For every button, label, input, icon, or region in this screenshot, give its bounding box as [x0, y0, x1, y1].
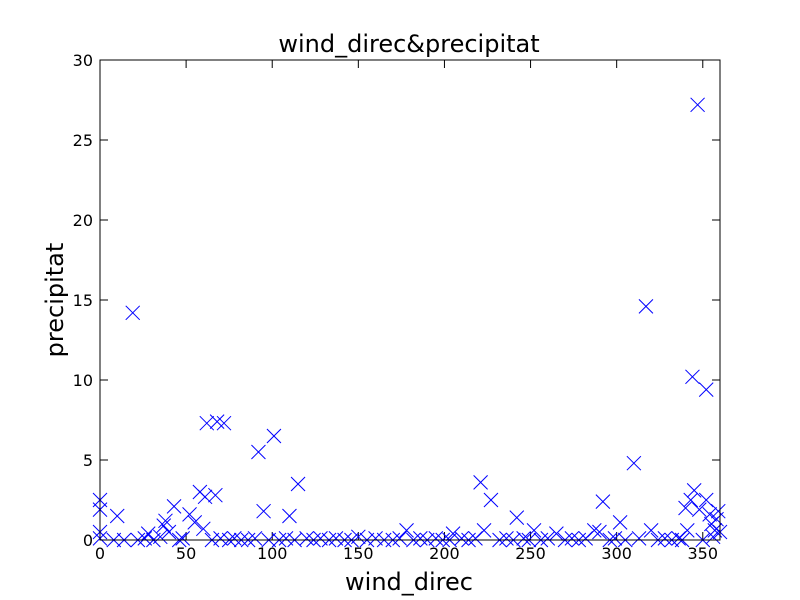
data-point [197, 489, 213, 505]
data-point [702, 507, 718, 522]
data-point [290, 476, 306, 492]
data-point [256, 503, 271, 519]
data-point [698, 382, 714, 397]
data-point [710, 503, 726, 519]
data-point [638, 299, 654, 314]
y-tick-label: 15 [73, 291, 93, 310]
data-point [350, 529, 366, 545]
data-point [678, 500, 693, 516]
data-point [698, 492, 714, 508]
data-point [251, 444, 266, 460]
data-point [182, 507, 197, 522]
data-point [299, 531, 315, 546]
x-tick-label: 150 [343, 544, 374, 563]
data-point [526, 523, 542, 538]
data-point [266, 428, 282, 444]
data-point [626, 455, 642, 471]
data-point [468, 531, 483, 546]
data-point [595, 494, 611, 509]
data-point [328, 531, 344, 546]
data-point [671, 531, 687, 546]
data-point [705, 529, 721, 545]
data-point [152, 529, 168, 545]
data-point [564, 531, 580, 546]
x-tick-label: 250 [515, 544, 546, 563]
data-point [540, 531, 556, 546]
data-point [516, 531, 532, 546]
data-point [473, 475, 488, 490]
data-point [368, 531, 383, 546]
data-point [657, 531, 673, 546]
data-point [125, 305, 141, 321]
data-point [592, 524, 607, 540]
data-point [454, 531, 470, 546]
data-point [278, 531, 294, 546]
x-axis-label: wind_direc [345, 568, 473, 596]
data-point [208, 487, 223, 503]
chart-title: wind_direc&precipitat [278, 30, 539, 58]
y-axis-label: precipitat [41, 243, 69, 358]
data-point [392, 531, 408, 546]
data-point [509, 510, 525, 525]
y-tick-label: 0 [83, 531, 93, 550]
x-tick-label: 300 [601, 544, 632, 563]
data-point [109, 508, 125, 524]
data-point [685, 369, 700, 385]
data-point [209, 414, 225, 429]
x-tick-label: 50 [176, 544, 196, 563]
data-point [683, 492, 699, 508]
data-point [140, 526, 156, 541]
data-point [399, 523, 414, 538]
data-point [161, 524, 177, 540]
data-point [631, 531, 647, 546]
data-point [691, 502, 707, 517]
data-point [199, 415, 215, 431]
data-point [156, 518, 172, 533]
data-point [195, 521, 211, 537]
data-point [158, 513, 173, 529]
y-axis-ticks: 0 5 10 15 20 25 30 [73, 51, 720, 550]
data-point [690, 97, 705, 113]
y-tick-label: 25 [73, 131, 93, 150]
data-point [686, 483, 702, 498]
y-tick-label: 5 [83, 451, 93, 470]
y-tick-label: 30 [73, 51, 93, 70]
x-axis-ticks: 0 50 100 150 200 250 300 350 [95, 60, 718, 563]
data-point [187, 515, 203, 530]
data-point [226, 531, 242, 546]
data-point [643, 523, 659, 538]
x-tick-label: 200 [429, 544, 460, 563]
data-point [282, 508, 297, 524]
data-point [166, 499, 182, 514]
data-point [137, 531, 153, 546]
data-markers [92, 97, 728, 548]
data-point [213, 531, 228, 546]
x-tick-label: 100 [257, 544, 288, 563]
data-point [549, 526, 564, 541]
data-point [612, 515, 628, 530]
data-point [578, 531, 594, 546]
x-tick-label: 350 [688, 544, 719, 563]
data-point [247, 531, 263, 546]
y-tick-label: 20 [73, 211, 93, 230]
x-tick-label: 0 [95, 544, 105, 563]
data-point [175, 531, 191, 546]
plot-frame [99, 59, 721, 541]
y-tick-label: 10 [73, 371, 93, 390]
data-point [216, 415, 232, 431]
data-point [483, 492, 499, 508]
data-point [313, 531, 328, 546]
data-point [412, 531, 428, 546]
data-point [428, 531, 444, 546]
data-point [499, 531, 514, 546]
